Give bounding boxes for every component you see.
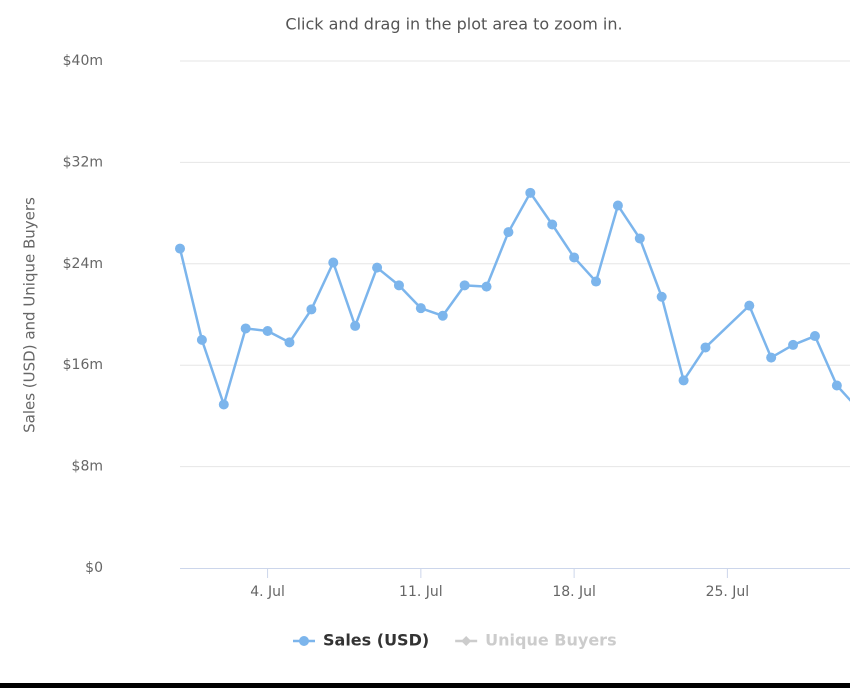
bottom-bar [0,683,850,688]
legend-label: Sales (USD) [323,631,429,650]
x-tick-label: 11. Jul [399,584,443,600]
x-tick-label: 25. Jul [706,584,750,600]
data-point[interactable] [306,304,317,315]
data-point[interactable] [831,380,842,391]
y-tick-label: $8m [72,459,103,475]
data-point[interactable] [547,219,558,230]
legend-symbol [299,636,309,646]
data-point[interactable] [175,243,185,254]
y-tick-label: $40m [63,53,103,69]
y-tick-label: $24m [63,256,103,272]
legend-item[interactable]: Sales (USD) [293,631,429,650]
y-axis-title: Sales (USD) and Unique Buyers [21,197,39,433]
data-point[interactable] [525,187,536,198]
x-tick-label: 4. Jul [250,584,285,600]
x-tick-label: 18. Jul [552,584,596,600]
legend-symbol [461,636,472,646]
data-point[interactable] [744,300,755,311]
data-point[interactable] [350,320,361,331]
data-point[interactable] [766,352,777,363]
y-tick-label: $0 [85,560,103,576]
data-point[interactable] [284,337,295,348]
data-point[interactable] [415,303,426,314]
data-point[interactable] [656,291,667,302]
data-point[interactable] [393,280,404,291]
data-point[interactable] [700,342,711,353]
data-point[interactable] [591,276,602,287]
legend-item[interactable]: Unique Buyers [455,631,617,650]
data-point[interactable] [569,252,580,263]
data-point[interactable] [809,331,820,342]
data-point[interactable] [218,399,229,410]
y-tick-label: $16m [63,357,103,373]
chart-title: Click and drag in the plot area to zoom … [285,15,622,34]
plot-area[interactable] [175,187,850,415]
data-point[interactable] [503,227,514,238]
data-point[interactable] [459,280,470,291]
legend-label: Unique Buyers [485,631,616,650]
data-point[interactable] [678,375,689,386]
data-point[interactable] [612,200,623,211]
data-point[interactable] [634,233,645,244]
legend[interactable]: Sales (USD) Unique Buyers [293,631,617,650]
data-point[interactable] [196,334,207,345]
data-point[interactable] [262,325,273,336]
grid [180,60,850,578]
data-point[interactable] [372,262,383,273]
data-point[interactable] [788,339,799,350]
data-point[interactable] [437,310,448,321]
y-tick-label: $32m [63,154,103,170]
data-point[interactable] [328,257,339,268]
data-point[interactable] [481,281,492,292]
data-point[interactable] [240,323,251,334]
